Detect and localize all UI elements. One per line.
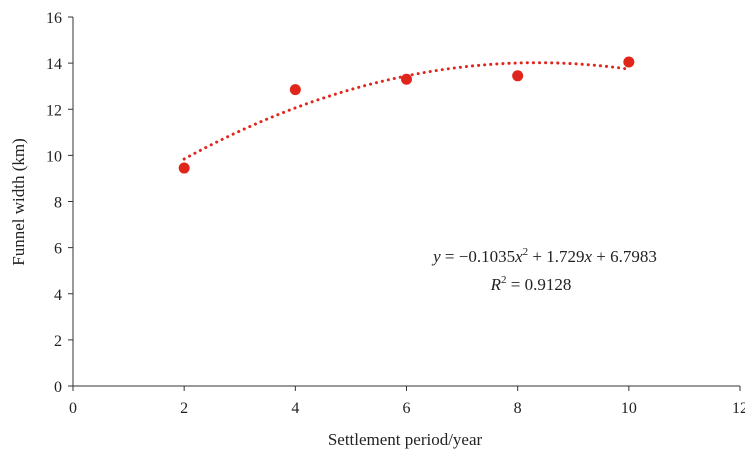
y-tick-label: 12 (46, 102, 62, 119)
eq-b: + 1.729 (528, 247, 584, 266)
trendline-equation: y = −0.1035x2 + 1.729x + 6.7983 (431, 246, 657, 266)
y-tick-label: 4 (54, 287, 62, 304)
r-squared: R2 = 0.9128 (490, 274, 572, 294)
eq-y-var: y (431, 247, 441, 266)
data-point (512, 70, 524, 82)
axes (72, 17, 740, 387)
x-tick-label: 12 (732, 400, 745, 417)
y-ticks: 0 2 4 6 8 10 12 14 16 (46, 10, 73, 396)
y-tick-label: 8 (54, 195, 62, 212)
eq-x1-var: x (514, 247, 523, 266)
y-tick-label: 2 (54, 333, 62, 350)
data-point (401, 73, 412, 85)
x-ticks: 0 2 4 6 8 10 12 (69, 386, 745, 417)
x-tick-label: 0 (69, 400, 77, 417)
eq-x2-var: x (583, 247, 592, 266)
eq-a: = −0.1035 (441, 247, 515, 266)
y-axis-title: Funnel width (km) (9, 138, 28, 266)
x-axis-title: Settlement period/year (328, 430, 483, 449)
data-point (623, 56, 635, 68)
x-tick-label: 2 (180, 400, 188, 417)
eq-sup: 2 (523, 246, 529, 258)
x-tick-label: 10 (621, 400, 637, 417)
y-tick-label: 10 (46, 148, 62, 165)
x-tick-label: 6 (403, 400, 411, 417)
r2-var: R (490, 275, 502, 294)
y-tick-label: 14 (46, 56, 62, 73)
y-tick-label: 6 (54, 241, 62, 258)
eq-c: + 6.7983 (592, 247, 657, 266)
y-tick-label: 16 (46, 10, 62, 27)
x-tick-label: 8 (514, 400, 522, 417)
data-points (178, 56, 635, 174)
x-tick-label: 4 (291, 400, 299, 417)
data-point (289, 84, 301, 96)
r2-value: = 0.9128 (507, 275, 572, 294)
data-point (178, 162, 190, 174)
y-tick-label: 0 (54, 379, 62, 396)
r2-sup: 2 (501, 274, 507, 286)
